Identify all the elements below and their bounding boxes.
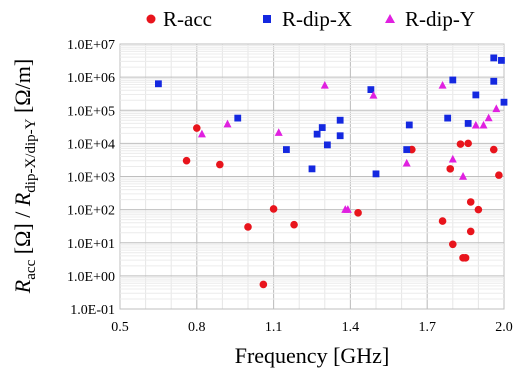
data-point-r-dip-x xyxy=(490,54,498,62)
data-point-r-acc xyxy=(461,254,470,262)
data-point-r-acc xyxy=(182,156,191,165)
data-point-r-acc xyxy=(244,223,252,231)
data-point-r-acc xyxy=(495,171,503,179)
data-point-r-dip-y xyxy=(448,154,457,163)
data-point-r-dip-y xyxy=(402,158,411,167)
x-tick-label: 0.8 xyxy=(188,320,206,335)
data-point-r-dip-y xyxy=(197,129,206,138)
data-point-r-dip-x xyxy=(490,77,498,85)
data-point-r-acc xyxy=(466,227,475,236)
data-point-r-dip-x xyxy=(336,132,344,140)
y-axis-title-r1: R xyxy=(10,279,35,294)
data-point-r-dip-x xyxy=(313,130,321,138)
legend-marker-r-dip-y xyxy=(385,14,395,23)
data-point-r-dip-y xyxy=(320,80,329,89)
data-point-r-dip-y xyxy=(343,205,352,213)
data-point-r-dip-x xyxy=(336,116,344,124)
legend-marker-r-acc xyxy=(146,14,156,24)
data-point-r-acc xyxy=(259,280,268,289)
x-tick-label: 1.7 xyxy=(418,320,436,335)
data-point-r-dip-x xyxy=(498,56,505,64)
legend-marker-r-dip-x xyxy=(263,15,271,23)
data-point-r-acc xyxy=(474,205,483,214)
x-tick-label: 0.5 xyxy=(111,320,129,335)
data-point-r-acc xyxy=(438,217,447,225)
data-point-r-dip-y xyxy=(459,172,468,180)
data-point-r-acc xyxy=(489,145,498,154)
data-point-r-dip-y xyxy=(484,113,493,122)
data-point-r-dip-y xyxy=(438,80,447,89)
data-point-r-acc xyxy=(446,165,455,173)
data-point-r-acc xyxy=(354,209,362,217)
y-axis-title-end: [Ω/m] xyxy=(10,59,35,119)
y-axis-title-r2: R xyxy=(10,192,35,207)
data-point-r-dip-x xyxy=(283,146,290,153)
data-point-r-dip-y xyxy=(274,128,283,136)
data-point-r-dip-x xyxy=(464,120,472,127)
data-point-r-dip-x xyxy=(367,86,375,94)
y-tick-label: 1.0E+03 xyxy=(67,171,115,186)
data-point-r-dip-x xyxy=(155,80,162,88)
data-point-r-dip-x xyxy=(234,114,242,122)
data-point-r-dip-x xyxy=(405,121,413,129)
data-point-r-acc xyxy=(456,140,465,148)
data-point-r-dip-x xyxy=(444,114,452,122)
data-point-r-acc xyxy=(216,160,224,169)
data-point-r-dip-x xyxy=(323,141,331,149)
data-point-r-dip-y xyxy=(369,90,378,99)
data-point-r-dip-x xyxy=(318,124,326,131)
legend-label-r-dip-x: R-dip-X xyxy=(282,7,352,31)
legend-label-r-acc: R-acc xyxy=(163,7,212,31)
y-tick-label: 1.0E+00 xyxy=(67,270,115,285)
data-point-r-acc xyxy=(193,124,201,132)
data-point-r-dip-x xyxy=(403,146,411,153)
data-point-r-dip-x xyxy=(372,170,380,178)
y-tick-label: 1.0E+04 xyxy=(67,137,115,152)
data-point-r-dip-y xyxy=(492,104,501,113)
data-point-r-dip-y xyxy=(471,120,480,129)
legend: R-acc R-dip-X R-dip-Y xyxy=(146,7,475,31)
data-point-r-dip-x xyxy=(449,76,457,84)
data-marks xyxy=(155,54,508,289)
data-point-r-dip-y xyxy=(479,120,488,129)
x-tick-label: 2.0 xyxy=(495,320,513,335)
data-point-r-dip-x xyxy=(308,165,316,173)
data-point-r-acc xyxy=(466,198,475,206)
grid xyxy=(119,43,505,310)
y-tick-label: 1.0E-01 xyxy=(70,303,115,318)
y-tick-label: 1.0E+06 xyxy=(67,71,115,86)
y-tick-label: 1.0E+05 xyxy=(67,104,115,119)
tick-labels: 0.5 0.8 1.1 1.4 1.7 2.0 1.0E-01 1.0E+00 1.0E+01 1… xyxy=(67,38,513,335)
data-point-r-acc xyxy=(290,220,298,229)
y-tick-label: 1.0E+02 xyxy=(67,204,115,219)
data-point-r-acc xyxy=(449,240,457,249)
y-axis-title-s2: dip-X/dip-Y xyxy=(23,118,39,192)
y-axis-title-mid: [Ω] / xyxy=(10,206,35,260)
data-point-r-dip-y xyxy=(223,119,232,128)
data-point-r-acc xyxy=(269,205,278,213)
x-axis-title: Frequency [GHz] xyxy=(235,343,390,368)
legend-label-r-dip-y: R-dip-Y xyxy=(405,7,475,31)
x-tick-label: 1.1 xyxy=(265,320,283,335)
data-point-r-dip-x xyxy=(500,98,508,106)
data-point-r-dip-x xyxy=(472,91,480,99)
y-tick-label: 1.0E+07 xyxy=(67,38,115,53)
y-axis-title: Racc [Ω] / Rdip-X/dip-Y [Ω/m] xyxy=(10,59,39,294)
data-point-r-acc xyxy=(464,139,472,148)
y-tick-label: 1.0E+01 xyxy=(67,237,115,252)
y-axis-title-s1: acc xyxy=(23,259,39,279)
x-tick-label: 1.4 xyxy=(342,320,360,335)
